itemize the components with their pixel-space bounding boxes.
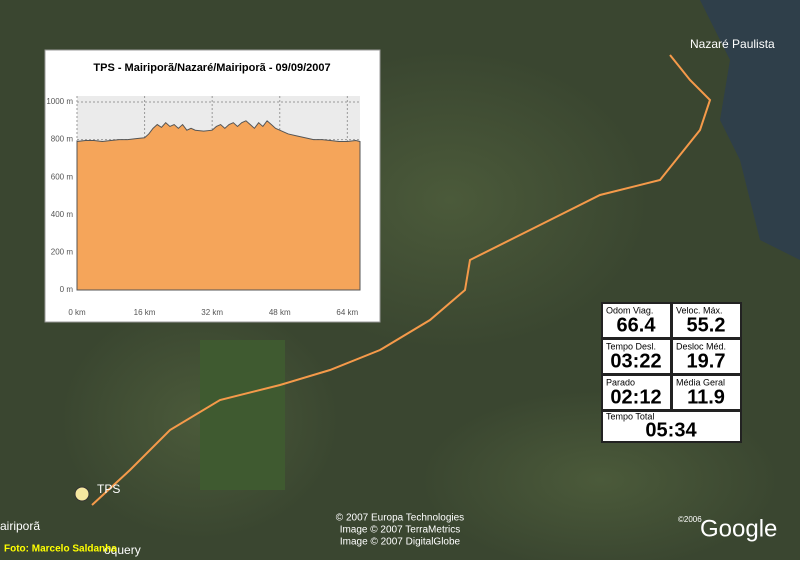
y-tick-label: 400 m (51, 210, 74, 219)
gps-cell (603, 340, 670, 373)
y-tick-label: 200 m (51, 248, 74, 257)
credit: Image © 2007 TerraMetrics (340, 525, 461, 536)
place-label: Nazaré Paulista (690, 37, 775, 51)
gps-cell (673, 340, 740, 373)
x-tick-label: 32 km (201, 308, 223, 317)
chart-title: TPS - Mairiporã/Nazaré/Mairiporã - 09/09… (93, 62, 330, 74)
gps-cell (603, 376, 670, 409)
elevation-area (76, 120, 361, 291)
track (91, 54, 712, 506)
gps-label: Odom Viag. (606, 305, 653, 315)
place-label: airiporã (0, 519, 40, 533)
y-tick-label: 800 m (51, 135, 74, 144)
gps-label: Tempo Total (606, 411, 654, 421)
credit: ©2006 (678, 515, 702, 524)
gps-value: 11.9 (687, 386, 725, 408)
gps-value: 03:22 (610, 350, 661, 372)
gps-cell (603, 412, 740, 441)
gps-label: Tempo Desl. (606, 341, 656, 351)
gps-label: Desloc Méd. (676, 341, 726, 351)
chart: 0 m 200 m 400 m 600 m 800 m 1000 m 0 km 16 km 32… (46, 96, 361, 317)
gps-cell (673, 376, 740, 409)
water (700, 0, 800, 260)
forest-patch (200, 340, 285, 490)
y-tick-label: 1000 m (46, 97, 73, 106)
gps-label: Média Geral (676, 377, 725, 387)
credit: Image © 2007 DigitalGlobe (340, 537, 461, 548)
place-label: TPS (97, 482, 120, 496)
gps-cell (673, 304, 740, 337)
gps-panel: Odom Viag.66.4 Veloc. Máx.55.2 Tempo Desl.… (601, 302, 742, 443)
y-tick-label: 0 m (60, 285, 74, 294)
y-tick-label: 600 m (51, 172, 74, 181)
gps-value: 02:12 (610, 386, 661, 408)
x-tick-label: 64 km (336, 308, 358, 317)
gps-value: 66.4 (617, 314, 657, 336)
place-label: oquery (104, 543, 141, 557)
gps-value: 55.2 (687, 314, 726, 336)
x-tick-label: 0 km (68, 308, 86, 317)
gps-value: 19.7 (687, 350, 726, 372)
x-tick-label: 48 km (269, 308, 291, 317)
pin (74, 486, 90, 502)
gps-label: Parado (606, 377, 635, 387)
x-tick-label: 16 km (134, 308, 156, 317)
google-logo: Google (700, 515, 777, 542)
gps-label: Veloc. Máx. (676, 305, 723, 315)
gps-value: 05:34 (645, 419, 697, 441)
photo-credit: Foto: Marcelo Saldanha (4, 544, 117, 555)
gps-cell (603, 304, 670, 337)
credit: © 2007 Europa Technologies (336, 513, 464, 524)
